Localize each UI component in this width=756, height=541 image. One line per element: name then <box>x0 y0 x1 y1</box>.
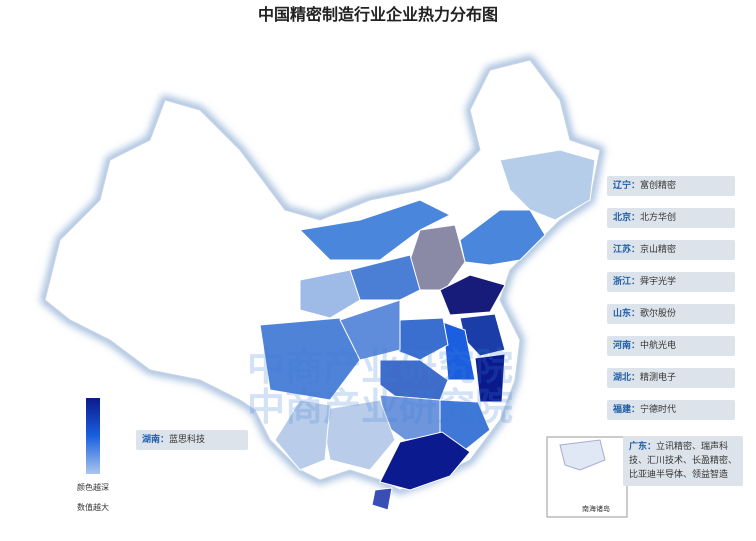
companies: 北方华创 <box>640 213 677 223</box>
province <box>299 269 361 319</box>
companies: 蓝思科技 <box>169 435 206 445</box>
companies: 京山精密 <box>640 245 677 255</box>
province <box>442 321 476 381</box>
callout: 辽宁：富创精密 <box>607 176 735 196</box>
callout: 山东：歌尔股份 <box>607 304 735 324</box>
province: 福建： <box>613 405 641 415</box>
province <box>259 317 361 401</box>
province: 广东： <box>629 442 657 452</box>
companies: 富创精密 <box>640 181 677 191</box>
province: 山东： <box>613 309 641 319</box>
companies: 中航光电 <box>640 341 677 351</box>
companies: 宁德时代 <box>640 405 677 415</box>
legend-bar <box>86 398 100 474</box>
province: 江苏： <box>613 245 641 255</box>
inset-label: 南海诸岛 <box>582 504 610 513</box>
province: 浙江： <box>613 277 641 287</box>
province: 河南： <box>613 341 641 351</box>
province: 辽宁： <box>613 181 641 191</box>
legend-label: 颜色越深 <box>77 482 109 492</box>
companies: 精测电子 <box>640 373 677 383</box>
callout: 北京：北方华创 <box>607 208 735 228</box>
province: 湖南： <box>142 435 170 445</box>
legend-label: 数值越大 <box>77 502 109 512</box>
province <box>319 399 396 471</box>
provinces <box>259 149 596 511</box>
province <box>339 299 401 361</box>
province <box>274 399 331 471</box>
watermark: 中商产业研究院 <box>247 345 513 389</box>
callout: 浙江：舜宇光学 <box>607 272 735 292</box>
province <box>298 199 452 261</box>
companies: 歌尔股份 <box>640 309 677 319</box>
province: 北京： <box>613 213 641 223</box>
province <box>379 431 471 491</box>
watermark: 中商产业研究院 <box>247 385 513 429</box>
province <box>474 353 506 403</box>
callout: 广东：立讯精密、瑞声科技、汇川技术、长盈精密、比亚迪半导体、领益智造 <box>623 436 743 486</box>
province <box>499 149 596 221</box>
callout: 湖南：蓝思科技 <box>136 430 248 450</box>
province <box>439 274 506 316</box>
callout: 福建：宁德时代 <box>607 400 735 420</box>
province: 湖北： <box>613 373 641 383</box>
callout: 湖北：精测电子 <box>607 368 735 388</box>
inset-land <box>559 439 606 471</box>
province <box>459 209 546 266</box>
companies: 舜宇光学 <box>640 277 677 287</box>
callout: 河南：中航光电 <box>607 336 735 356</box>
companies: 立讯精密、瑞声科技、汇川技术、长盈精密、比亚迪半导体、领益智造 <box>629 442 738 480</box>
province <box>371 487 393 511</box>
title: 中国精密制造行业企业热力分布图 <box>258 5 498 24</box>
callout: 江苏：京山精密 <box>607 240 735 260</box>
